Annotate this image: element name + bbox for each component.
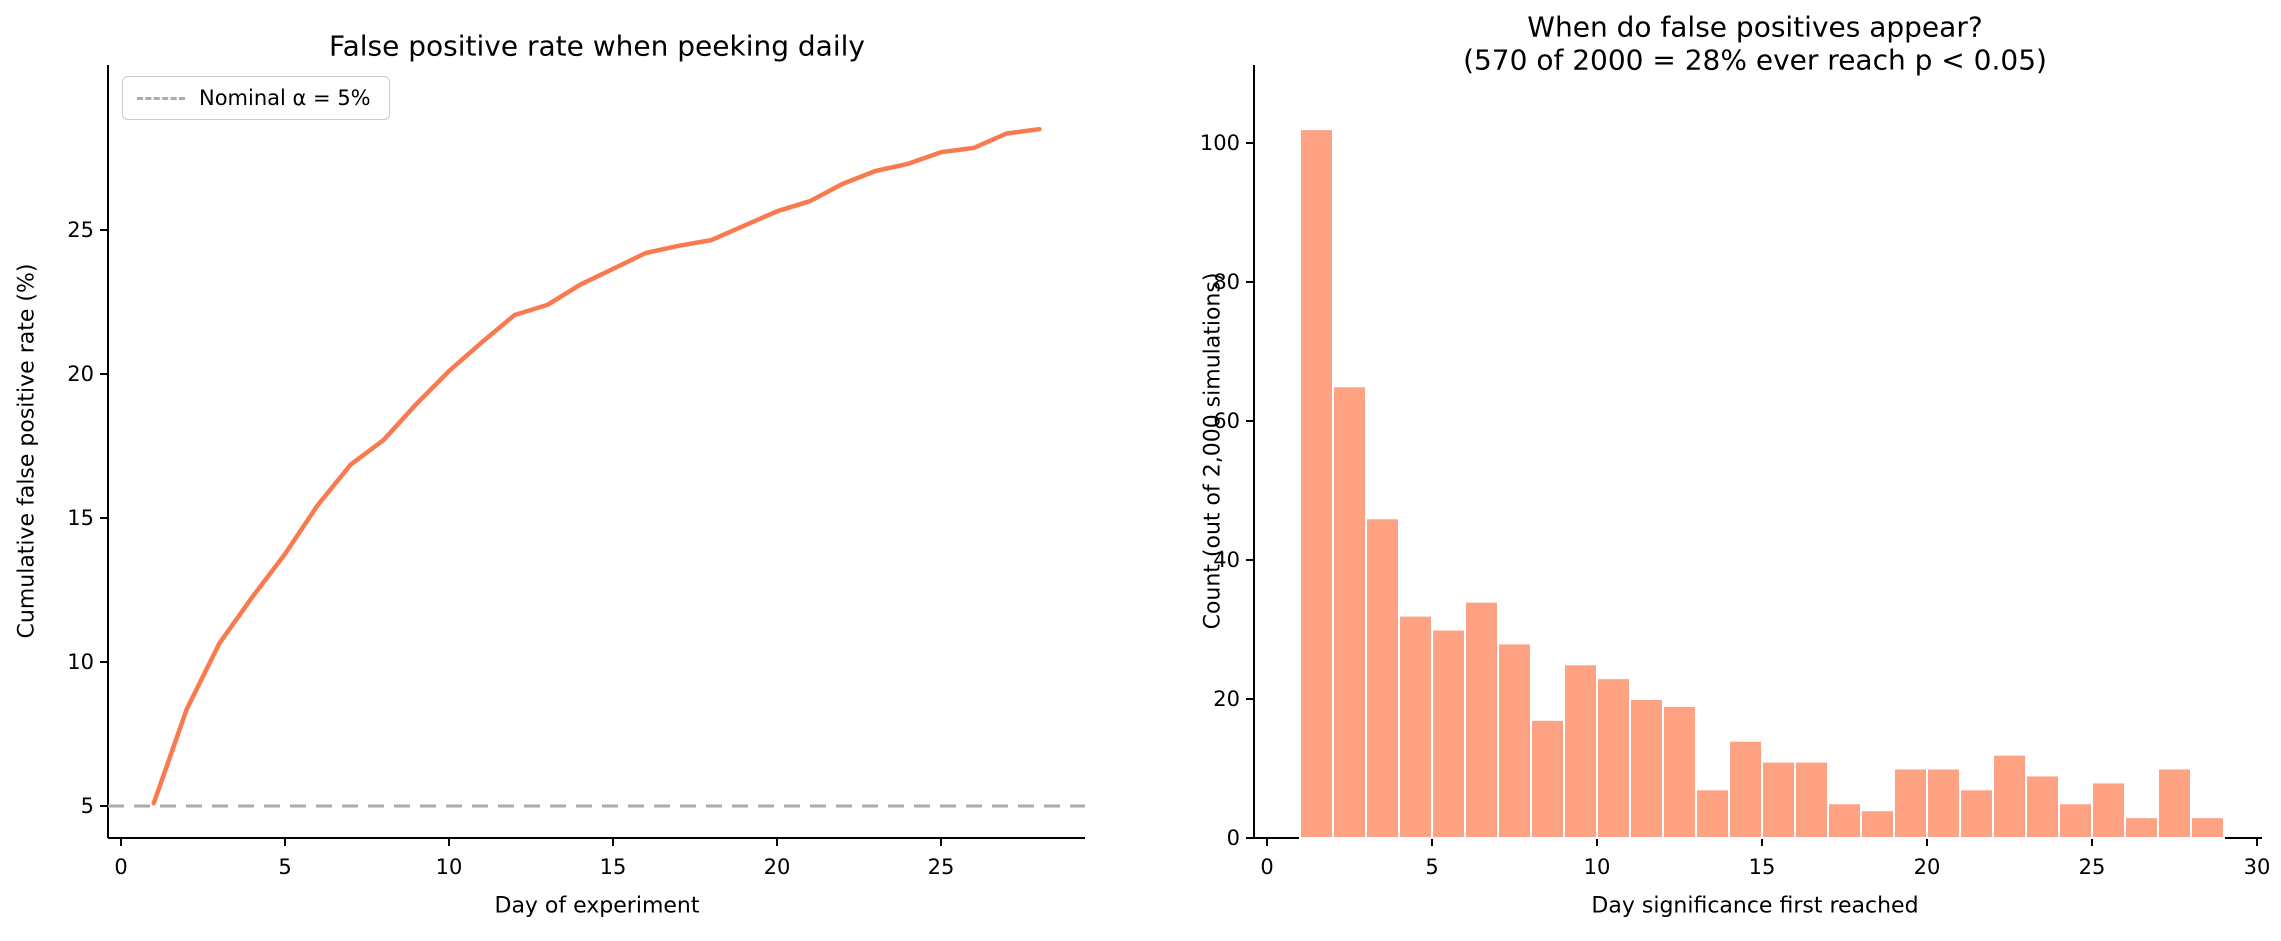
histogram-bar [1728,739,1763,840]
histogram-bar [1365,517,1400,839]
histogram-bar [1398,614,1433,839]
histogram-bar [1959,788,1994,839]
histogram-bar [2058,802,2093,839]
histogram-bar [1563,663,1598,839]
right-x-tick-label: 0 [1260,855,1273,879]
left-y-tick-label: 20 [67,362,94,386]
histogram-bar [1992,753,2027,839]
histogram-bar [1794,760,1829,839]
histogram-bar [2025,774,2060,840]
right-x-tick-label: 10 [1584,855,1611,879]
right-x-axis-label: Day significance first reached [1591,893,1919,919]
left-y-tick-label: 10 [67,650,94,674]
histogram-bar [1662,704,1697,840]
histogram-bar [1464,600,1499,840]
right-x-tick-label: 15 [1749,855,1776,879]
histogram-bar [1596,677,1631,840]
histogram-bar [1332,385,1367,839]
right-x-tick-label: 5 [1425,855,1438,879]
right-chart-title-line2: (570 of 2000 = 28% ever reach p < 0.05) [1463,43,2047,77]
left-chart-title: False positive rate when peeking daily [329,29,865,63]
histogram-bar [2157,767,2192,839]
right-x-tick-label: 20 [1914,855,1941,879]
histogram-bar [1299,128,1334,840]
histogram-bar [1431,628,1466,839]
legend: Nominal α = 5% [122,76,390,120]
left-x-tick-label: 20 [764,855,791,879]
histogram-bar [2091,781,2126,840]
left-x-axis-label: Day of experiment [494,893,700,919]
right-x-tick-label: 25 [2079,855,2106,879]
cumulative-fpr-line [151,126,1042,806]
left-x-tick-label: 10 [436,855,463,879]
right-x-tick-label: 30 [2244,855,2271,879]
right-y-tick-label: 60 [1213,409,1240,433]
histogram-bar [1629,698,1664,839]
histogram-bar [2124,816,2159,840]
right-y-tick-label: 20 [1213,687,1240,711]
left-x-tick-label: 25 [928,855,955,879]
left-y-tick-label: 25 [67,218,94,242]
dashed-line-swatch-icon [137,96,185,100]
histogram-bar [2190,816,2225,840]
right-y-tick-label: 40 [1213,548,1240,572]
histogram-bar [1860,809,1895,840]
histogram-bar [1695,788,1730,839]
histogram-bar [1761,760,1796,839]
right-y-tick-label: 100 [1200,131,1240,155]
right-y-tick-label: 0 [1227,826,1240,850]
left-x-tick-label: 15 [600,855,627,879]
right-y-tick-label: 80 [1213,270,1240,294]
histogram-bar [1893,767,1928,839]
histogram-bar [1827,802,1862,839]
histogram-bar [1497,642,1532,840]
histogram-bar [1530,718,1565,839]
left-y-tick-label: 15 [67,506,94,530]
left-y-tick-label: 5 [81,794,94,818]
right-y-axis-label: Count (out of 2,000 simulations) [1200,272,1226,630]
histogram-bar [1926,767,1961,839]
right-chart-title-line1: When do false positives appear? [1527,10,1983,44]
left-x-tick-label: 0 [114,855,127,879]
legend-label: Nominal α = 5% [199,86,371,110]
left-y-axis-label: Cumulative false positive rate (%) [14,263,40,639]
left-x-tick-label: 5 [278,855,291,879]
